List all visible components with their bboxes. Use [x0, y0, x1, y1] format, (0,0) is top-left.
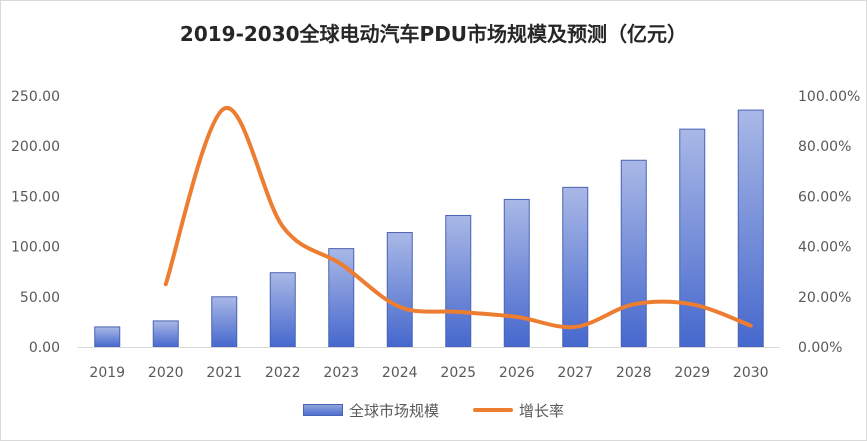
legend-label-line: 增长率: [519, 401, 565, 420]
y-left-tick-label: 150.00: [11, 189, 60, 205]
bar-2028: [620, 159, 647, 348]
right-axis: 0.00% 20.00% 40.00% 60.00% 80.00% 100.00%: [798, 89, 860, 356]
legend-label-bar: 全球市场规模: [348, 401, 439, 420]
x-tick-label: 2021: [206, 365, 242, 381]
legend: 全球市场规模 增长率: [0, 398, 867, 422]
y-right-tick-label: 100.00%: [798, 89, 860, 105]
line-series: [163, 106, 753, 330]
y-left-tick-label: 200.00: [11, 139, 60, 155]
legend-item-line: 增长率: [473, 400, 564, 421]
x-tick-label: 2019: [89, 365, 125, 381]
bar-2021: [211, 296, 238, 348]
bar-2020: [152, 320, 179, 348]
x-tick-label: 2030: [733, 365, 769, 381]
x-tick-label: 2029: [674, 365, 710, 381]
y-right-tick-label: 80.00%: [798, 139, 851, 155]
bar-2029: [679, 128, 706, 348]
bar-2030: [737, 109, 764, 348]
y-left-tick-label: 250.00: [11, 89, 60, 105]
bar-2026: [503, 198, 530, 348]
bar-2025: [445, 214, 472, 348]
x-tick-label: 2024: [382, 365, 418, 381]
x-tick-label: 2020: [148, 365, 184, 381]
x-tick-label: 2023: [323, 365, 359, 381]
x-tick-label: 2022: [265, 365, 301, 381]
bar-2022: [269, 272, 296, 348]
bar-2024: [386, 232, 413, 348]
left-axis: 0.00 50.00 100.00 150.00 200.00 250.00: [11, 89, 60, 356]
y-left-tick-label: 0.00: [29, 340, 60, 356]
y-right-tick-label: 0.00%: [798, 340, 842, 356]
x-axis: 2019 2020 2021 2022 2023 2024 2025 2026 2027 2028…: [78, 347, 780, 381]
chart-title: 2019-2030全球电动汽车PDU市场规模及预测（亿元）: [179, 22, 688, 46]
x-tick-label: 2026: [499, 365, 535, 381]
legend-swatch-bar: [302, 404, 343, 416]
y-right-tick-label: 60.00%: [798, 189, 851, 205]
legend-item-bar: 全球市场规模: [302, 400, 439, 421]
y-left-tick-label: 50.00: [20, 290, 60, 306]
bar-2019: [94, 326, 121, 348]
legend-swatch-line: [473, 408, 513, 412]
x-tick-label: 2025: [440, 365, 476, 381]
x-tick-label: 2028: [616, 365, 652, 381]
x-tick-label: 2027: [557, 365, 593, 381]
growth-rate-line: [163, 106, 753, 330]
y-right-tick-label: 20.00%: [798, 290, 851, 306]
y-left-tick-label: 100.00: [11, 240, 60, 256]
y-right-tick-label: 40.00%: [798, 240, 851, 256]
